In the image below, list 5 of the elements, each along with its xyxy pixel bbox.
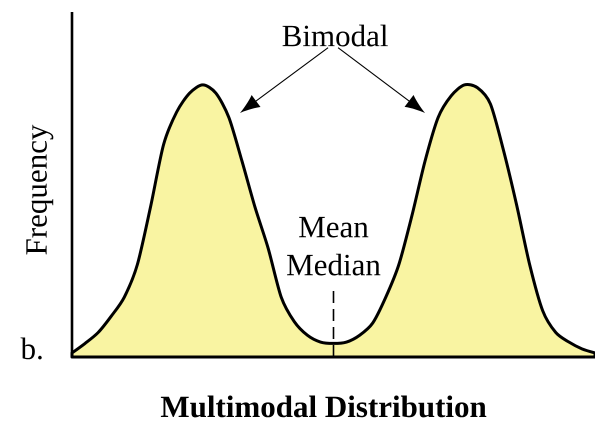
text: b.	[20, 337, 42, 360]
y-axis-title: Frequency	[26, 124, 54, 255]
x-axis-title: Multimodal Distribution	[160, 395, 486, 418]
text: Bimodal	[282, 24, 388, 46]
annotation: Mean Median	[287, 216, 380, 276]
